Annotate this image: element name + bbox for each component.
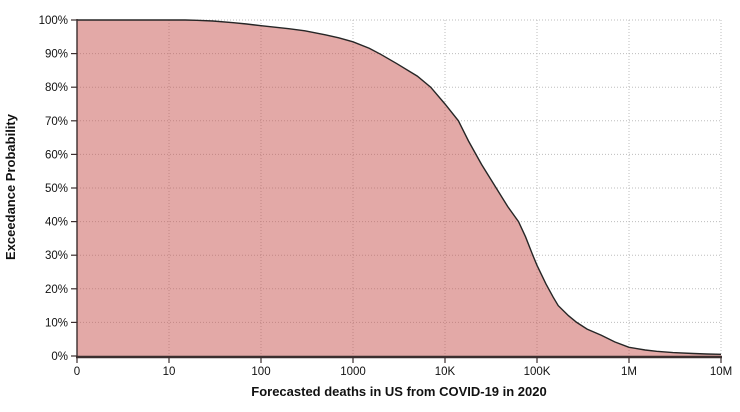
y-tick-label: 0%	[51, 351, 68, 363]
x-tick-label: 100K	[524, 366, 551, 378]
x-tick-label: 10	[163, 366, 176, 378]
y-tick-label: 70%	[45, 116, 68, 128]
y-tick-label: 40%	[45, 217, 68, 229]
y-axis-title: Exceedance Probability	[3, 113, 18, 260]
y-tick-label: 90%	[45, 49, 68, 61]
x-tick-label: 10K	[435, 366, 456, 378]
x-tick-label: 100	[251, 366, 270, 378]
y-tick-label: 100%	[39, 15, 68, 27]
x-tick-label: 10M	[710, 366, 732, 378]
x-tick-label: 0	[74, 366, 80, 378]
y-tick-label: 50%	[45, 183, 68, 195]
y-tick-label: 20%	[45, 284, 68, 296]
x-axis-title: Forecasted deaths in US from COVID-19 in…	[251, 384, 546, 399]
area-fill	[77, 20, 721, 356]
y-tick-label: 30%	[45, 250, 68, 262]
y-tick-label: 80%	[45, 82, 68, 94]
x-tick-label: 1000	[340, 366, 366, 378]
y-tick-label: 60%	[45, 149, 68, 161]
y-ticks-layer: 0% 10% 20% 30% 40% 50% 60% 70% 80% 90% 100%	[39, 15, 77, 363]
y-tick-label: 10%	[45, 317, 68, 329]
x-ticks-layer: 0 10 100 1000 10K 100K 1M 10M	[74, 358, 732, 378]
exceedance-curve	[77, 19, 722, 355]
x-tick-label: 1M	[621, 366, 637, 378]
